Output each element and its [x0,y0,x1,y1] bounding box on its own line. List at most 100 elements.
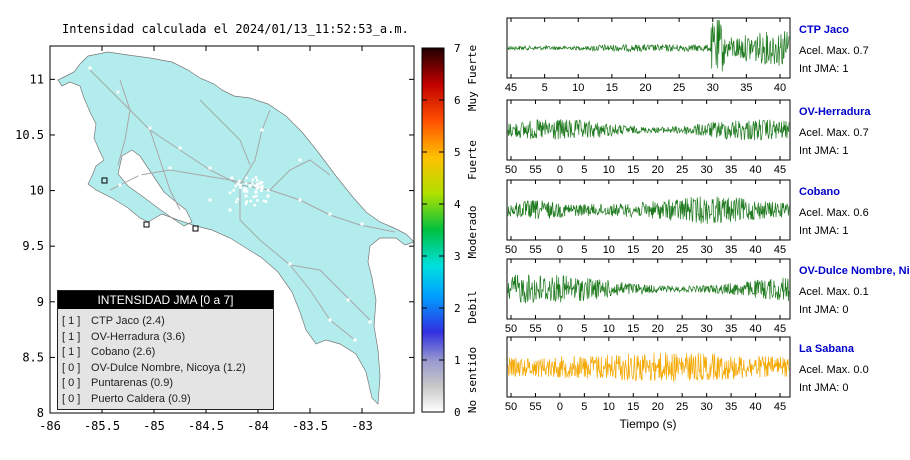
station-marker-cobano [143,221,150,228]
legend-item: [ 1 ] OV-Herradura (3.6) [58,330,273,346]
town-marker [168,166,172,170]
waveform-tick-label: 35 [740,82,752,94]
town-marker [260,186,264,190]
station-marker-puntarenas [101,177,108,184]
waveform-tick-label: 30 [701,244,713,256]
map-y-tick-label: 8 [37,406,44,420]
waveform-tick-label: 5 [581,323,587,335]
map-x-tick-label: -83.5 [292,419,328,433]
town-marker [243,190,246,193]
waveform-station-name: Cobano [799,186,840,198]
road-line [239,184,396,233]
waveform-tick-label: 20 [652,164,664,176]
waveform-tick-label: 30 [701,164,713,176]
waveform-tick-label: 20 [652,401,664,413]
road-line [117,79,131,166]
waveform-tick-label: 45 [774,164,786,176]
town-marker [248,184,252,188]
town-marker [249,199,253,203]
waveform-tick-label: 20 [652,323,664,335]
waveform-trace [507,119,790,141]
waveform-tick-label: 50 [505,401,517,413]
waveform-tick-label: 25 [676,244,688,256]
town-marker [228,208,232,212]
town-marker [328,212,332,216]
waveform-tick-label: 5 [542,82,548,94]
town-marker [178,146,182,150]
town-marker [255,194,258,198]
legend-item-level: [ 1 ] [62,330,81,343]
waveform-panel: 50 55 0 5 10 15 20 25 30 35 40 45 Cobano Acel. Max. 0… [505,179,869,256]
waveform-tick-label: 10 [603,244,615,256]
town-marker [353,338,357,342]
waveform-tick-label: 30 [707,82,719,94]
town-marker [266,189,270,192]
waveform-tick-label: 55 [529,164,541,176]
map-x-tick-label: -85.5 [84,419,120,433]
town-marker [230,176,234,180]
waveform-int-jma: Int JMA: 1 [799,225,849,237]
waveform-trace [507,352,790,382]
costa-rica-land [57,51,415,405]
town-marker [262,199,266,203]
town-marker [260,189,263,192]
waveform-tick-label: 15 [627,244,639,256]
legend-item-level: [ 1 ] [62,315,81,327]
waveform-tick-label: 45 [774,244,786,256]
map-y-tick-label: 11 [30,72,44,86]
waveform-tick-label: 15 [627,164,639,176]
colorbar-tick-label: 7 [454,42,461,55]
waveform-tick-label: 15 [627,323,639,335]
legend-item-level: [ 0 ] [62,361,81,374]
colorbar-gradient [421,47,445,413]
town-marker [266,194,270,198]
waveform-tick-label: 10 [603,323,615,335]
waveform-tick-label: 15 [606,82,618,94]
waveform-tick-label: 50 [505,164,517,176]
town-marker [239,186,242,189]
town-marker [360,222,364,226]
waveform-tick-label: 0 [557,164,563,176]
town-marker [254,184,258,187]
town-marker [245,176,248,180]
map-x-tick-label: -83 [351,419,373,433]
town-marker [260,128,264,132]
waveform-tick-label: 45 [505,82,517,94]
waveform-trace [507,274,790,304]
colorbar-category-label: Fuerte [466,140,479,180]
town-marker [208,198,212,202]
colorbar-tick-label: 3 [454,250,461,263]
town-marker [234,184,237,188]
legend-item-level: [ 0 ] [62,392,81,405]
town-marker [232,189,235,192]
legend-item: [ 1 ] Cobano (2.6) [58,345,273,361]
waveform-panel: 50 55 0 5 10 15 20 25 30 35 40 45 La Sabana Acel. Max… [505,336,869,413]
town-marker [298,198,302,202]
town-marker [245,190,249,193]
waveform-tick-label: 10 [603,164,615,176]
colorbar-tick-label: 6 [454,94,461,107]
map-y-tick-label: 9.5 [22,239,44,253]
town-marker [118,183,122,187]
waveform-int-jma: Int JMA: 1 [799,63,849,75]
town-marker [346,298,350,302]
waveform-int-jma: Int JMA: 0 [799,304,849,316]
waveform-tick-label: 0 [557,323,563,335]
station-legend: INTENSIDAD JMA [0 a 7] [ 1 ] CTP Jaco (2… [57,290,274,410]
waveform-tick-label: 45 [774,323,786,335]
waveform-tick-label: 5 [581,164,587,176]
colorbar-tick-label: 5 [454,146,461,159]
waveform-acel-max: Acel. Max. 0.1 [799,286,869,298]
waveform-tick-label: 50 [505,323,517,335]
waveform-tick-label: 25 [676,401,688,413]
town-marker [288,262,292,266]
intensity-colorbar: 0 1 2 3 4 5 6 7 No sentido Debil Moderado Fuerte Muy… [421,42,479,419]
legend-item-name: Cobano (2.6) [88,346,156,358]
waveform-acel-max: Acel. Max. 0.0 [799,364,869,376]
town-marker [88,66,92,70]
waveform-tick-label: 15 [627,401,639,413]
road-line [269,159,331,191]
waveform-tick-label: 35 [725,164,737,176]
waveform-acel-max: Acel. Max. 0.6 [799,207,869,219]
waveform-tick-label: 35 [725,401,737,413]
